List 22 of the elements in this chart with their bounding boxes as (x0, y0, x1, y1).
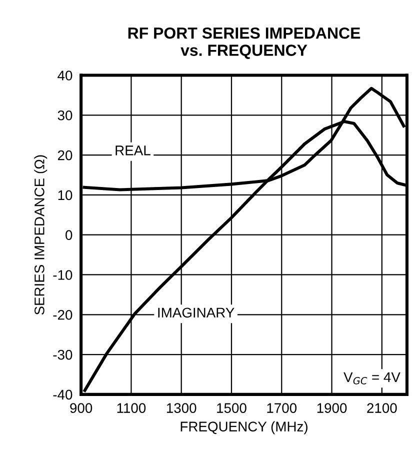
x-tick-label: 1100 (117, 403, 146, 413)
y-tick-label: -10 (53, 270, 72, 280)
x-tick-label: 1500 (217, 403, 246, 413)
text: REAL (116, 146, 150, 156)
y-tick-label: -20 (53, 310, 72, 320)
y-tick-label: 20 (58, 150, 72, 160)
x-tick-label: 2100 (367, 403, 397, 413)
x-axis-title: FREQUENCY (MHz) (180, 421, 308, 434)
y-tick-label: 40 (58, 70, 72, 80)
chart-title: RF PORT SERIES IMPEDANCE vs. FREQUENCY (128, 27, 360, 59)
x-tick-label: 1300 (166, 403, 196, 413)
y-tick-label: -40 (53, 390, 72, 400)
y-tick-label: 30 (58, 110, 72, 120)
series-label: IMAGINARY (158, 308, 234, 318)
y-tick-label: -30 (53, 350, 72, 360)
y-tick-label: 10 (58, 190, 72, 200)
x-tick-label: 900 (70, 403, 92, 413)
annotation: V$_{GC}$ = 4V (344, 372, 400, 384)
x-tick-label: 1900 (317, 403, 347, 413)
y-tick-label: 0 (66, 230, 72, 240)
x-tick-label: 1700 (267, 403, 297, 413)
y-axis-title: SERIES IMPEDANCE (Ω) (34, 155, 48, 315)
